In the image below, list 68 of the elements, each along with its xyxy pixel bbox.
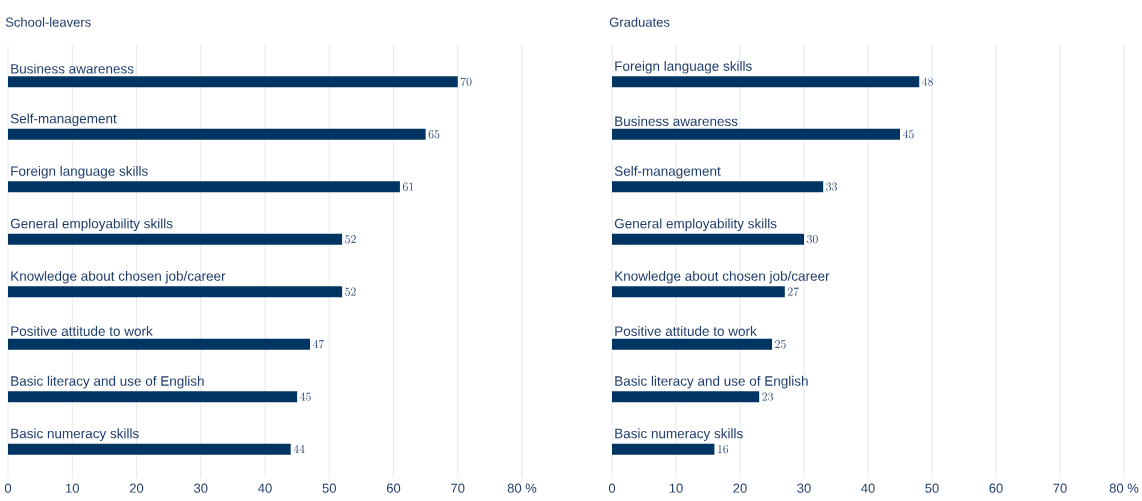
y-tick-label: Positive attitude to work [11, 326, 153, 336]
x-tick-label: 40 [861, 483, 875, 493]
x-tick-label: 80 % [507, 483, 537, 493]
bar [8, 443, 291, 455]
data-label: 16 [718, 445, 729, 454]
data-label: 65 [428, 130, 440, 139]
x-tick-label: 0 [4, 483, 12, 493]
y-tick-label: Foreign language skills [615, 60, 752, 74]
bar [612, 181, 824, 193]
x-tick-label: 80 % [1109, 483, 1139, 493]
data-label: 61 [402, 182, 414, 191]
bar [612, 128, 901, 140]
bar [612, 391, 760, 403]
data-label: 52 [345, 235, 356, 244]
bar [8, 233, 343, 245]
x-tick-label: 10 [669, 483, 683, 493]
y-tick-label: Basic literacy and use of English [11, 375, 204, 389]
x-tick-label: 10 [66, 483, 79, 493]
bar [8, 181, 400, 193]
data-label: 45 [299, 392, 311, 401]
bar [8, 286, 343, 298]
data-label: 30 [807, 235, 818, 244]
data-label: 48 [922, 77, 933, 86]
data-label: 33 [826, 182, 837, 191]
x-tick-label: 0 [608, 483, 616, 493]
x-tick-label: 70 [451, 483, 465, 493]
data-label: 27 [787, 287, 799, 296]
y-tick-label: Positive attitude to work [615, 326, 757, 336]
y-tick-label: Foreign language skills [11, 165, 148, 179]
y-tick-label: Business awareness [615, 116, 738, 127]
y-tick-label: Self-management [10, 113, 117, 127]
data-label: 47 [312, 339, 325, 349]
x-tick-label: 60 [386, 483, 401, 493]
y-tick-label: General employability skills [10, 218, 173, 232]
x-tick-label: 50 [925, 483, 939, 493]
x-tick-label: 50 [322, 483, 336, 493]
y-tick-label: Basic numeracy skills [11, 428, 139, 441]
data-label: 23 [762, 392, 773, 401]
data-label: 44 [293, 444, 305, 454]
bar [612, 233, 805, 245]
y-tick-label: Basic literacy and use of English [615, 375, 808, 389]
x-tick-label: 20 [129, 483, 144, 493]
chart-title: Graduates [609, 17, 670, 27]
bar [612, 286, 785, 298]
x-tick-label: 30 [194, 483, 208, 493]
bar [8, 76, 458, 88]
bar [612, 443, 715, 455]
data-label: 70 [460, 77, 472, 86]
x-tick-label: 30 [797, 483, 811, 493]
y-tick-label: Business awareness [11, 63, 134, 74]
x-tick-label: 40 [258, 483, 272, 493]
y-tick-label: Basic numeracy skills [615, 428, 743, 441]
x-tick-label: 60 [989, 483, 1003, 493]
bar [612, 338, 773, 350]
data-label: 52 [345, 287, 356, 296]
bar [8, 391, 298, 403]
y-tick-label: General employability skills [614, 218, 777, 232]
bar [612, 76, 920, 88]
x-tick-label: 20 [733, 483, 747, 493]
y-tick-label: Self-management [614, 165, 721, 179]
data-label: 25 [775, 340, 786, 349]
data-label: 45 [902, 130, 914, 139]
chart-title: School-leavers [5, 17, 91, 27]
bar [8, 128, 426, 140]
bar [8, 338, 310, 350]
y-tick-label: Knowledge about chosen job/career [615, 270, 830, 284]
y-tick-label: Knowledge about chosen job/career [11, 270, 226, 284]
x-tick-label: 70 [1053, 483, 1067, 493]
